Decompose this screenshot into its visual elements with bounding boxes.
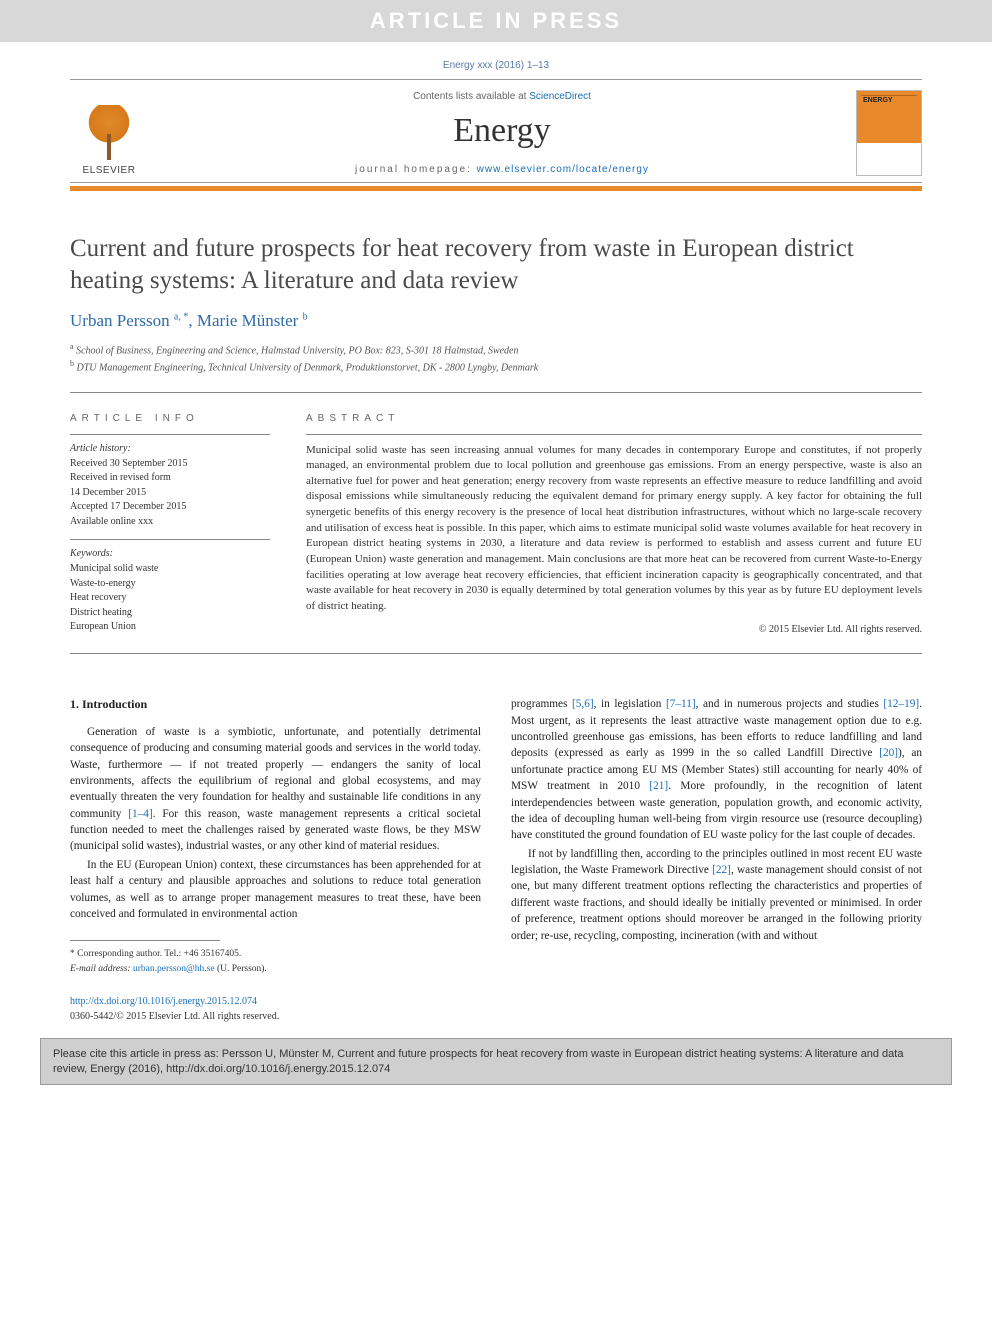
homepage-prefix: journal homepage: [355,164,477,175]
elsevier-logo: ELSEVIER [70,90,148,176]
intro-para-1: Generation of waste is a symbiotic, unfo… [70,724,481,855]
affiliation-a-text: School of Business, Engineering and Scie… [76,345,518,356]
email-link[interactable]: urban.persson@hh.se [133,964,215,974]
homepage-line: journal homepage: www.elsevier.com/locat… [164,164,840,175]
p3-text-a: programmes [511,698,572,710]
ref-5-6[interactable]: [5,6] [572,698,594,710]
elsevier-tree-icon [80,105,138,163]
title-divider [70,392,922,393]
keyword-4: District heating [70,606,270,621]
footnotes: * Corresponding author. Tel.: +46 351674… [70,947,481,976]
journal-reference: Energy xxx (2016) 1–13 [0,42,992,79]
abstract-copyright: © 2015 Elsevier Ltd. All rights reserved… [306,624,922,635]
online-date: Available online xxx [70,515,270,530]
homepage-link[interactable]: www.elsevier.com/locate/energy [477,164,649,175]
email-line: E-mail address: urban.persson@hh.se (U. … [70,962,481,976]
footnote-rule [70,940,220,941]
affiliations: a School of Business, Engineering and Sc… [70,341,922,376]
email-label: E-mail address: [70,964,133,974]
author-list: Urban Persson a, *, Marie Münster b [70,311,922,331]
abstract-text: Municipal solid waste has seen increasin… [306,443,922,615]
author-2-affil-marker: b [303,311,308,322]
contents-prefix: Contents lists available at [413,91,529,102]
ref-20[interactable]: [20] [879,747,898,759]
doi-link[interactable]: http://dx.doi.org/10.1016/j.energy.2015.… [70,996,257,1007]
revised-line-1: Received in revised form [70,471,270,486]
email-tail: (U. Persson). [217,964,267,974]
title-block: Current and future prospects for heat re… [70,233,922,376]
doi-copyright: 0360-5442/© 2015 Elsevier Ltd. All right… [70,1011,279,1022]
author-1[interactable]: Urban Persson [70,311,170,330]
intro-para-2: In the EU (European Union) context, thes… [70,857,481,923]
ref-1-4[interactable]: [1–4] [128,808,152,820]
section-1-heading: 1. Introduction [70,696,481,713]
accepted-date: Accepted 17 December 2015 [70,500,270,515]
doi-block: http://dx.doi.org/10.1016/j.energy.2015.… [70,994,922,1024]
orange-divider [70,186,922,191]
affiliation-b-text: DTU Management Engineering, Technical Un… [77,363,539,374]
info-rule [70,434,270,435]
p3-text-c: , and in numerous projects and studies [696,698,884,710]
journal-title: Energy [164,112,840,150]
author-1-affil-marker: a, * [174,311,188,322]
abstract-rule [306,434,922,435]
publisher-name: ELSEVIER [83,165,136,176]
ref-12-19[interactable]: [12–19] [883,698,919,710]
abstract: ABSTRACT Municipal solid waste has seen … [306,413,922,636]
journal-cover-thumbnail: ENERGY [856,90,922,176]
intro-para-4: If not by landfilling then, according to… [511,846,922,944]
keyword-2: Waste-to-energy [70,577,270,592]
affiliation-a: a School of Business, Engineering and Sc… [70,341,922,358]
ref-21[interactable]: [21] [649,780,668,792]
ref-7-11[interactable]: [7–11] [666,698,696,710]
body-columns: 1. Introduction Generation of waste is a… [70,696,922,975]
article-title: Current and future prospects for heat re… [70,233,922,297]
journal-header: ELSEVIER Contents lists available at Sci… [70,79,922,183]
info-rule-2 [70,539,270,540]
article-in-press-banner: ARTICLE IN PRESS [0,0,992,42]
header-center: Contents lists available at ScienceDirec… [164,91,840,175]
sciencedirect-link[interactable]: ScienceDirect [529,91,591,102]
keyword-5: European Union [70,620,270,635]
revised-line-2: 14 December 2015 [70,486,270,501]
cover-label: ENERGY [863,97,893,104]
intro-para-3: programmes [5,6], in legislation [7–11],… [511,696,922,843]
p3-text-b: , in legislation [594,698,666,710]
corresponding-author: * Corresponding author. Tel.: +46 351674… [70,947,481,961]
abstract-heading: ABSTRACT [306,413,922,424]
article-info-heading: ARTICLE INFO [70,413,270,424]
keywords-label: Keywords: [70,548,270,559]
keyword-3: Heat recovery [70,591,270,606]
page: ARTICLE IN PRESS Energy xxx (2016) 1–13 … [0,0,992,1323]
contents-available-line: Contents lists available at ScienceDirec… [164,91,840,102]
p1-text-a: Generation of waste is a symbiotic, unfo… [70,726,481,820]
info-abstract-row: ARTICLE INFO Article history: Received 3… [70,413,922,655]
received-date: Received 30 September 2015 [70,457,270,472]
author-2[interactable]: Marie Münster [197,311,299,330]
article-history-label: Article history: [70,443,270,454]
citation-box: Please cite this article in press as: Pe… [40,1038,952,1086]
ref-22[interactable]: [22] [712,864,731,876]
affiliation-b: b DTU Management Engineering, Technical … [70,358,922,375]
article-info: ARTICLE INFO Article history: Received 3… [70,413,270,636]
keyword-1: Municipal solid waste [70,562,270,577]
